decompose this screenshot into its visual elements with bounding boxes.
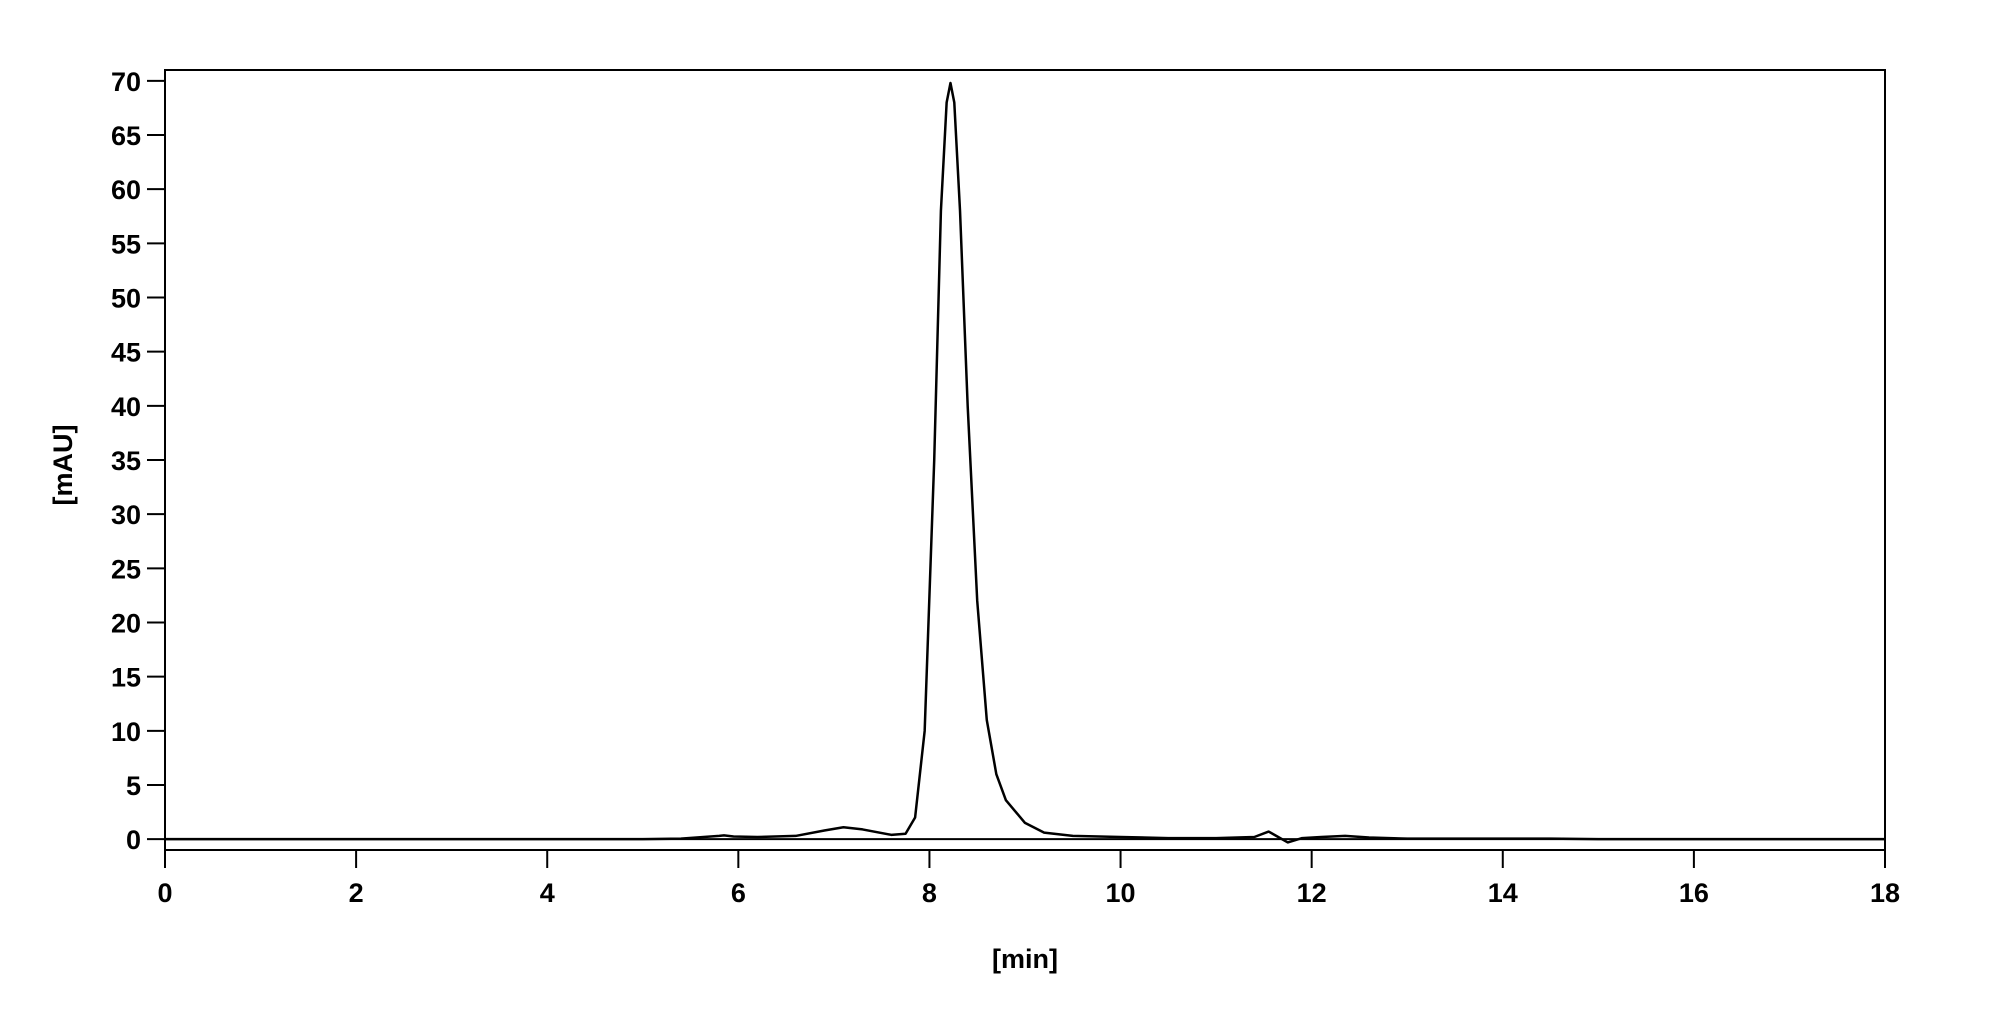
x-axis-label: [min] (992, 944, 1058, 974)
y-tick-label: 55 (111, 229, 141, 259)
x-tick-label: 14 (1488, 878, 1518, 908)
y-tick-label: 15 (111, 663, 141, 693)
y-tick-label: 35 (111, 446, 141, 476)
y-tick-label: 60 (111, 175, 141, 205)
y-tick-label: 0 (126, 825, 141, 855)
x-tick-label: 10 (1106, 878, 1136, 908)
y-tick-label: 5 (126, 771, 141, 801)
x-tick-label: 4 (540, 878, 555, 908)
y-tick-label: 50 (111, 284, 141, 314)
y-tick-label: 20 (111, 609, 141, 639)
y-tick-label: 25 (111, 554, 141, 584)
x-tick-label: 0 (157, 878, 172, 908)
y-tick-label: 10 (111, 717, 141, 747)
y-tick-label: 45 (111, 338, 141, 368)
y-tick-label: 70 (111, 67, 141, 97)
y-axis-label: [mAU] (48, 425, 78, 506)
signal-line (165, 81, 1885, 844)
y-tick-label: 65 (111, 121, 141, 151)
x-tick-label: 18 (1870, 878, 1900, 908)
y-tick-label: 40 (111, 392, 141, 422)
x-tick-label: 2 (349, 878, 364, 908)
plot-frame (164, 69, 1886, 851)
x-tick-label: 12 (1297, 878, 1327, 908)
x-tick-label: 6 (731, 878, 746, 908)
x-tick-label: 8 (922, 878, 937, 908)
x-tick-label: 16 (1679, 878, 1709, 908)
y-tick-label: 30 (111, 500, 141, 530)
